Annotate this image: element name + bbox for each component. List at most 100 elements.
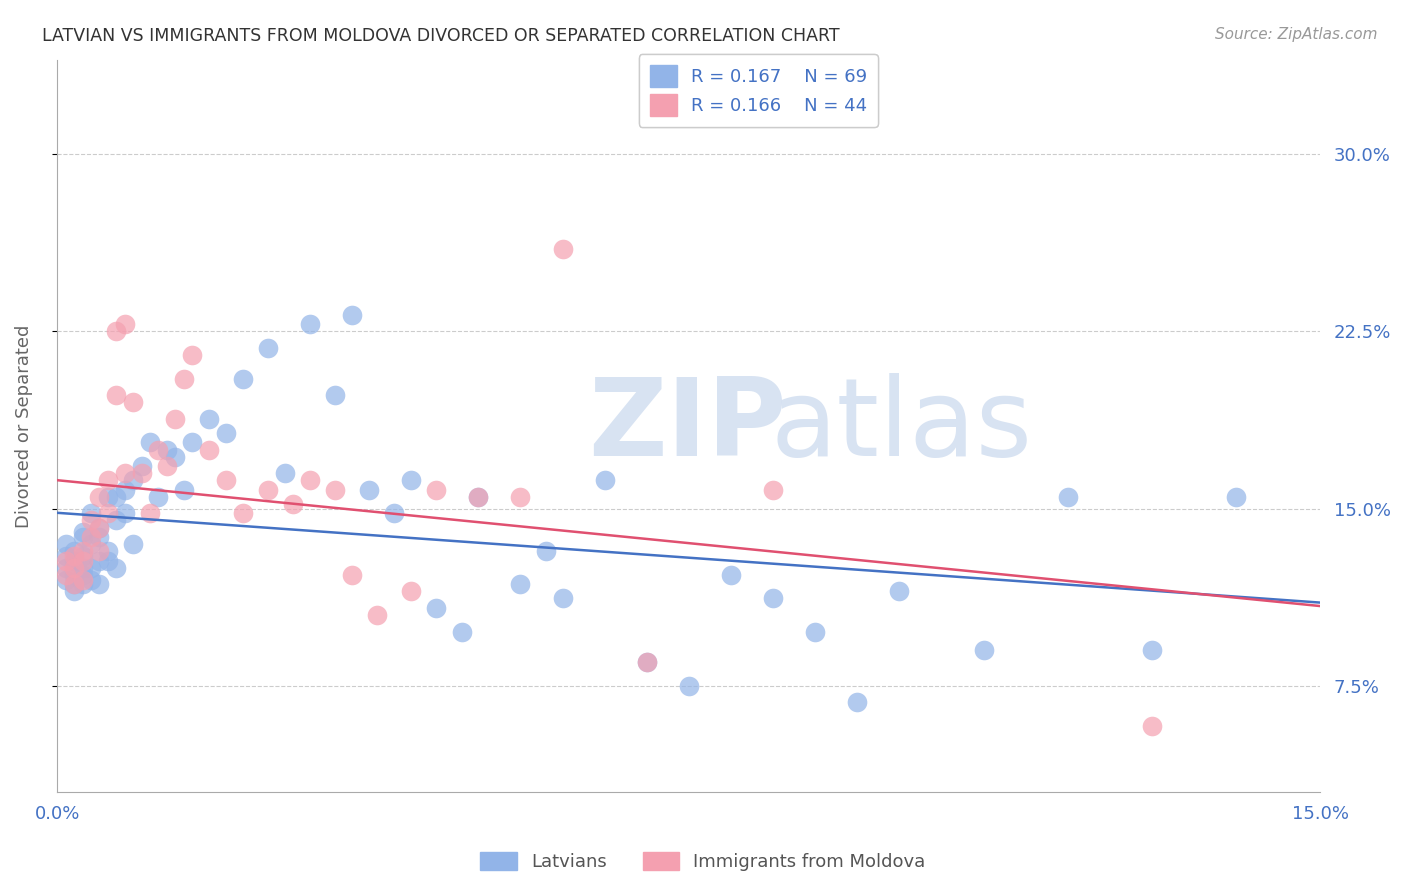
Point [55,537,77,551]
Point [97,544,120,558]
Point [89,520,111,534]
Point [72,560,94,574]
Point [551,242,574,256]
Point [450,624,472,639]
Point [232,507,254,521]
Point [215,425,238,440]
Point [148,442,170,457]
Point [846,696,869,710]
Point [114,483,136,497]
Point [323,483,346,497]
Point [80,537,103,551]
Point [340,567,363,582]
Point [55,549,77,563]
Text: atlas: atlas [770,373,1033,479]
Point [720,567,742,582]
Point [534,544,557,558]
Point [80,560,103,574]
Point [357,483,380,497]
Point [97,490,120,504]
Point [63,577,86,591]
Point [1140,719,1163,733]
Point [114,318,136,332]
Point [122,473,145,487]
Point [72,530,94,544]
Point [551,591,574,606]
Point [89,530,111,544]
Point [156,459,179,474]
Point [323,388,346,402]
Point [340,308,363,322]
Point [139,435,162,450]
Point [1225,490,1247,504]
Text: LATVIAN VS IMMIGRANTS FROM MOLDOVA DIVORCED OR SEPARATED CORRELATION CHART: LATVIAN VS IMMIGRANTS FROM MOLDOVA DIVOR… [42,27,839,45]
Point [165,412,187,426]
Point [63,567,86,582]
Point [63,549,86,563]
Legend: R = 0.167    N = 69, R = 0.166    N = 44: R = 0.167 N = 69, R = 0.166 N = 44 [638,54,877,127]
Point [55,554,77,568]
Point [399,584,422,599]
Point [181,435,204,450]
Point [122,537,145,551]
Point [593,473,616,487]
Point [762,483,785,497]
Point [804,624,827,639]
Point [139,507,162,521]
Point [131,467,153,481]
Point [889,584,911,599]
Point [97,507,120,521]
Point [63,577,86,591]
Point [173,483,195,497]
Point [467,490,489,504]
Point [467,490,489,504]
Point [273,467,295,481]
Point [55,573,77,587]
Y-axis label: Divorced or Separated: Divorced or Separated [15,325,32,528]
Point [89,520,111,534]
Point [63,584,86,599]
Point [114,467,136,481]
Point [181,348,204,362]
Point [678,679,700,693]
Point [72,554,94,568]
Point [215,473,238,487]
Point [63,544,86,558]
Point [298,473,321,487]
Point [256,341,278,355]
Point [156,442,179,457]
Text: ZIP: ZIP [588,373,786,479]
Point [173,372,195,386]
Point [973,643,995,657]
Point [89,577,111,591]
Point [72,549,94,563]
Point [131,459,153,474]
Point [636,655,658,669]
Point [72,567,94,582]
Point [89,490,111,504]
Point [105,560,128,574]
Point [55,567,77,582]
Point [165,450,187,464]
Point [55,560,77,574]
Point [509,490,531,504]
Point [63,554,86,568]
Point [89,544,111,558]
Point [256,483,278,497]
Point [148,490,170,504]
Point [80,573,103,587]
Point [298,318,321,332]
Point [63,560,86,574]
Point [105,490,128,504]
Point [382,507,405,521]
Point [1140,643,1163,657]
Point [72,544,94,558]
Point [425,483,447,497]
Point [80,514,103,528]
Point [198,412,221,426]
Point [72,577,94,591]
Point [122,395,145,409]
Point [232,372,254,386]
Point [97,554,120,568]
Point [399,473,422,487]
